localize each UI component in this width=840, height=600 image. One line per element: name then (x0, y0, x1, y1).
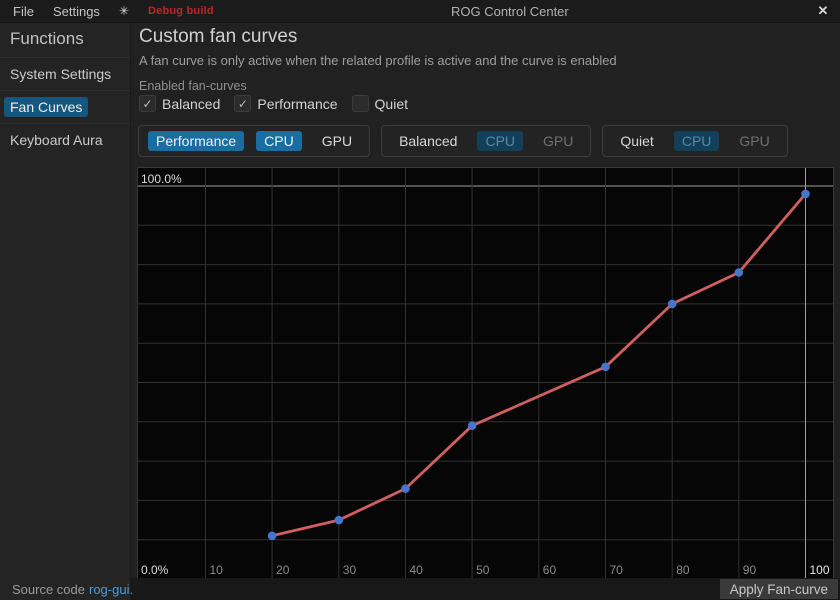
apply-fan-curve-button[interactable]: Apply Fan-curve (719, 579, 838, 599)
checkbox-box[interactable]: ✓ (234, 95, 252, 112)
profile-tab-row: Performance CPU GPU Balanced CPU GPU Qui… (138, 125, 788, 157)
checkbox-balanced[interactable]: ✓ Balanced (137, 95, 222, 112)
checkbox-box[interactable]: ✓ (139, 95, 156, 112)
check-icon: ✓ (142, 96, 153, 111)
source-code-label: Source code (12, 581, 85, 597)
window-title: ROG Control Center (450, 3, 569, 19)
svg-text:10: 10 (210, 563, 224, 577)
tab-balanced-cpu[interactable]: CPU (477, 131, 524, 151)
svg-text:30: 30 (343, 563, 357, 577)
tab-group-quiet: Quiet CPU GPU (602, 125, 788, 157)
page-title: Custom fan curves (139, 26, 298, 47)
svg-text:40: 40 (410, 563, 424, 577)
checkbox-quiet[interactable]: ✓ Quiet (350, 95, 410, 112)
check-icon: ✓ (237, 96, 248, 111)
enabled-fan-curves-label: Enabled fan-curves (139, 79, 247, 93)
tab-quiet-cpu[interactable]: CPU (673, 131, 720, 151)
svg-text:60: 60 (543, 563, 557, 577)
fan-curve-svg[interactable]: 10 20 30 40 50 60 70 80 90 100 100.0% 0.0% (138, 168, 833, 579)
checkbox-label: Quiet (374, 95, 409, 112)
tab-balanced-gpu[interactable]: GPU (543, 133, 574, 149)
svg-text:80: 80 (676, 563, 690, 577)
menu-settings[interactable]: Settings (52, 3, 100, 19)
svg-text:20: 20 (276, 563, 290, 577)
tab-performance[interactable]: Performance (148, 131, 245, 151)
checkbox-box[interactable]: ✓ (351, 95, 369, 112)
tab-group-balanced: Balanced CPU GPU (381, 125, 592, 157)
footer: Source code rog-gui. Apply Fan-curve (0, 578, 840, 600)
rog-gui-link[interactable]: rog-gui. (89, 581, 134, 597)
checkbox-label: Balanced (162, 95, 221, 112)
svg-text:90: 90 (743, 563, 757, 577)
sidebar-item-label: Fan Curves (4, 97, 89, 117)
tab-performance-gpu[interactable]: GPU (321, 133, 353, 149)
titlebar: File Settings ✳ Debug build ROG Control … (0, 0, 840, 23)
sidebar-item-keyboard-aura[interactable]: Keyboard Aura (0, 123, 130, 156)
fan-curve-chart[interactable]: 10 20 30 40 50 60 70 80 90 100 100.0% 0.0% (137, 167, 834, 580)
svg-text:100: 100 (810, 563, 830, 577)
checkbox-performance[interactable]: ✓ Performance (232, 95, 339, 112)
tab-quiet[interactable]: Quiet (620, 133, 654, 149)
sidebar: Functions System Settings Fan Curves Key… (0, 23, 131, 578)
page-subtitle: A fan curve is only active when the rela… (139, 53, 617, 68)
sidebar-item-system-settings[interactable]: System Settings (0, 57, 130, 90)
menubar: File Settings ✳ Debug build (0, 4, 214, 19)
svg-text:70: 70 (610, 563, 624, 577)
svg-text:50: 50 (476, 563, 490, 577)
close-icon[interactable]: ✕ (817, 3, 829, 18)
debug-build-label: Debug build (148, 5, 214, 17)
sidebar-item-fan-curves[interactable]: Fan Curves (0, 90, 130, 123)
sun-mode-icon[interactable]: ✳ (118, 4, 129, 18)
main-panel: Custom fan curves A fan curve is only ac… (131, 23, 840, 580)
svg-text:0.0%: 0.0% (141, 563, 169, 577)
checkbox-label: Performance (257, 95, 338, 112)
sidebar-header: Functions (10, 29, 84, 48)
tab-group-performance: Performance CPU GPU (138, 125, 371, 157)
svg-text:100.0%: 100.0% (141, 172, 182, 186)
enabled-fan-curves-row: ✓ Balanced ✓ Performance ✓ Quiet (137, 95, 410, 112)
footer-source: Source code rog-gui. (0, 578, 134, 600)
tab-performance-cpu[interactable]: CPU (256, 131, 302, 151)
sidebar-item-label: Keyboard Aura (10, 132, 103, 148)
tab-quiet-gpu[interactable]: GPU (739, 133, 770, 149)
sidebar-item-label: System Settings (10, 66, 112, 82)
menu-file[interactable]: File (13, 3, 34, 19)
tab-balanced[interactable]: Balanced (399, 133, 458, 149)
